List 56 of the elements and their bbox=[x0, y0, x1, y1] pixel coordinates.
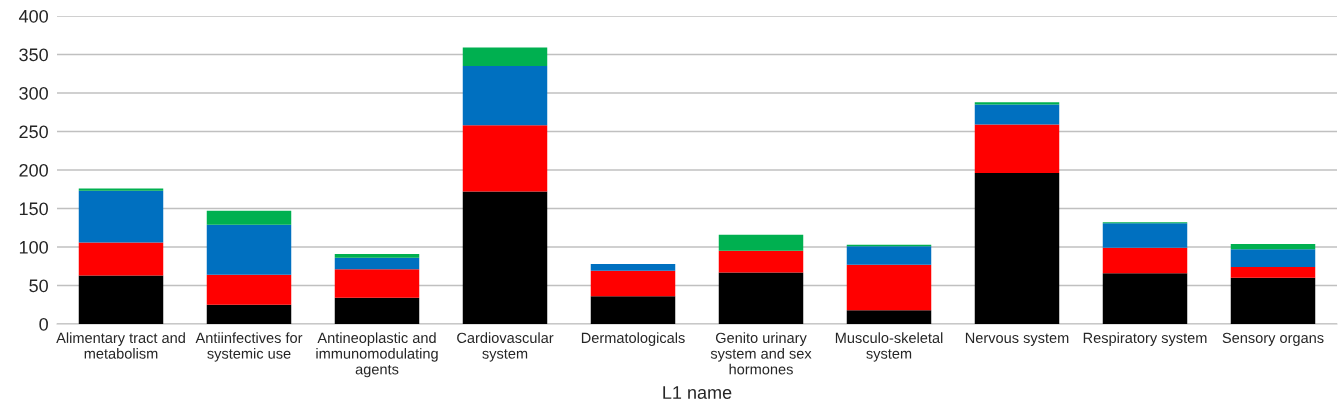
x-tick-label: Alimentary tract and metabolism bbox=[56, 332, 185, 359]
x-tick-label: Antiinfectives for systemic use bbox=[195, 332, 303, 362]
y-tick-label: 50 bbox=[29, 279, 48, 293]
y-tick-label: 100 bbox=[19, 240, 48, 254]
bar bbox=[974, 102, 1060, 105]
bar bbox=[206, 224, 292, 275]
bar bbox=[1230, 249, 1316, 268]
bar bbox=[1102, 273, 1188, 324]
bar bbox=[718, 272, 804, 324]
bar bbox=[974, 124, 1060, 174]
bar bbox=[462, 125, 548, 192]
bar bbox=[846, 264, 932, 311]
y-tick-label: 400 bbox=[18, 9, 48, 23]
bar bbox=[1230, 277, 1316, 324]
bar bbox=[78, 242, 164, 276]
bar bbox=[590, 270, 676, 297]
x-tick-label: Sensory organs bbox=[1222, 332, 1324, 346]
bar bbox=[334, 253, 420, 258]
y-tick-label: 150 bbox=[19, 202, 48, 216]
bar bbox=[334, 297, 420, 324]
bar bbox=[590, 263, 676, 271]
bar bbox=[462, 66, 548, 126]
bar bbox=[1102, 223, 1188, 248]
y-tick-label: 0 bbox=[39, 317, 48, 331]
x-tick-label: Genito urinary system and sex hormones bbox=[710, 332, 812, 375]
x-tick-label: Respiratory system bbox=[1083, 332, 1207, 346]
x-tick-label: Dermatologicals bbox=[581, 332, 685, 346]
bar bbox=[206, 274, 292, 305]
y-tick-label: 250 bbox=[19, 125, 48, 139]
x-tick-label: Nervous system bbox=[965, 332, 1069, 346]
bar bbox=[462, 47, 548, 67]
bar bbox=[206, 304, 292, 324]
bar bbox=[974, 173, 1060, 324]
x-axis-title: L1 name bbox=[663, 386, 732, 399]
bar bbox=[334, 257, 420, 270]
bar bbox=[846, 246, 932, 265]
bar bbox=[334, 269, 420, 298]
x-tick-label: Antineoplastic and immunomodulating agents bbox=[316, 332, 438, 378]
x-tick-label: Cardiovascular system bbox=[457, 332, 554, 362]
x-tick-label: Musculo-skeletal system bbox=[835, 332, 943, 362]
bar bbox=[78, 188, 164, 191]
bar bbox=[718, 250, 804, 273]
bar bbox=[1230, 243, 1316, 250]
bar bbox=[974, 104, 1060, 125]
bar bbox=[1230, 267, 1316, 278]
bar bbox=[206, 210, 292, 225]
bar bbox=[1102, 247, 1188, 274]
bar bbox=[462, 191, 548, 324]
y-tick-label: 350 bbox=[19, 48, 48, 62]
bar bbox=[78, 190, 164, 243]
bar bbox=[78, 275, 164, 324]
y-tick-label: 300 bbox=[19, 86, 48, 100]
bar bbox=[590, 296, 676, 324]
bar bbox=[846, 310, 932, 324]
bar bbox=[718, 234, 804, 251]
y-tick-label: 200 bbox=[19, 163, 48, 177]
